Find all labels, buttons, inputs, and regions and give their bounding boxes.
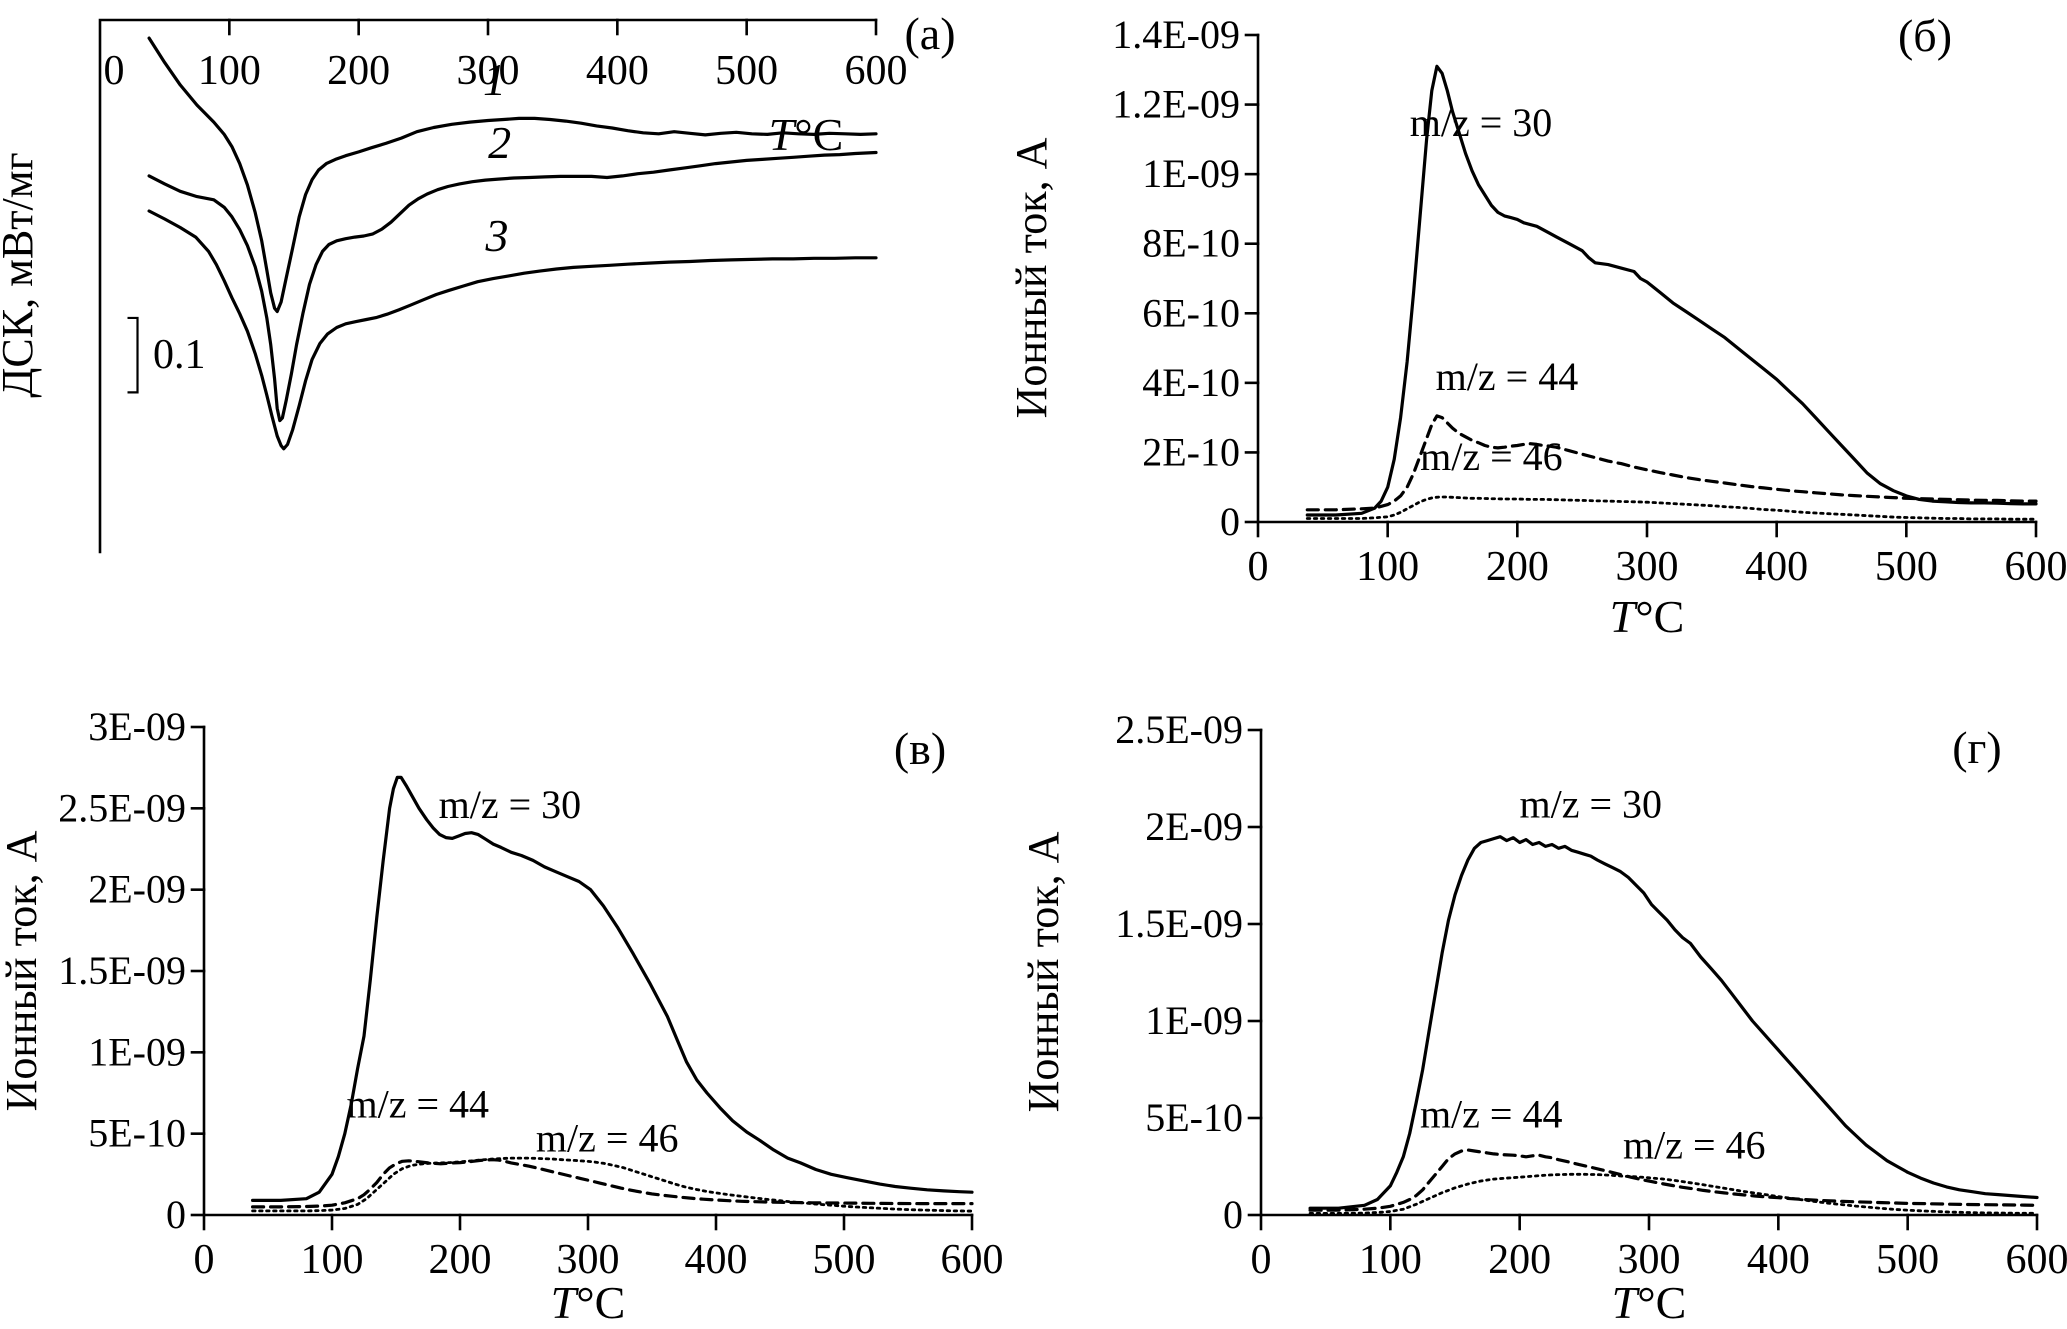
panel-tag: (a) <box>904 8 955 59</box>
series-label: 2 <box>488 117 511 168</box>
panel-tag: (г) <box>1952 722 2002 773</box>
x-tick-label: 200 <box>1486 544 1549 590</box>
x-tick-label: 600 <box>2006 1237 2067 1283</box>
x-tick-label: 600 <box>941 1237 1004 1283</box>
series-label: m/z = 30 <box>439 782 582 827</box>
panel-tag: (б) <box>1898 10 1952 61</box>
y-tick-label: 1.4E-09 <box>1112 12 1240 57</box>
series-label: m/z = 30 <box>1410 100 1553 145</box>
x-tick-label: 500 <box>1876 1237 1939 1283</box>
y-axis-title: Ионный ток, А <box>1019 831 1068 1112</box>
series-label: m/z = 44 <box>346 1081 489 1126</box>
y-tick-label: 6E-10 <box>1142 290 1240 335</box>
x-tick-label: 400 <box>1745 544 1808 590</box>
x-tick-label: 300 <box>1616 544 1679 590</box>
x-tick-label: 600 <box>2005 544 2067 590</box>
x-tick-label: 400 <box>685 1237 748 1283</box>
series-label: m/z = 44 <box>1420 1092 1563 1137</box>
series-label: m/z = 44 <box>1436 354 1579 399</box>
y-tick-label: 3E-09 <box>88 704 186 749</box>
y-tick-label: 1E-09 <box>1145 998 1243 1043</box>
series-label: 3 <box>485 210 509 261</box>
x-tick-label: 0 <box>194 1237 215 1283</box>
y-tick-label: 1.2E-09 <box>1112 82 1240 127</box>
series-m-z-44 <box>253 1160 972 1207</box>
series-label: 1 <box>483 54 506 105</box>
x-tick-label: 600 <box>845 48 908 94</box>
x-tick-label: 500 <box>715 48 778 94</box>
y-tick-label: 2E-09 <box>1145 804 1243 849</box>
y-tick-label: 1E-09 <box>88 1029 186 1074</box>
series-label: m/z = 46 <box>536 1116 679 1161</box>
y-tick-label: 4E-10 <box>1142 360 1240 405</box>
y-tick-label: 2.5E-09 <box>58 785 186 830</box>
x-tick-label: 100 <box>1359 1237 1422 1283</box>
x-tick-label: 100 <box>198 48 261 94</box>
y-tick-label: 1.5E-09 <box>1115 901 1243 946</box>
y-tick-label: 2.5E-09 <box>1115 707 1243 752</box>
x-tick-label: 400 <box>586 48 649 94</box>
y-tick-label: 5E-10 <box>1145 1095 1243 1140</box>
y-tick-label: 5E-10 <box>88 1111 186 1156</box>
x-tick-label: 200 <box>327 48 390 94</box>
y-tick-label: 1E-09 <box>1142 151 1240 196</box>
series-label: m/z = 46 <box>1623 1123 1766 1168</box>
x-tick-label: 400 <box>1747 1237 1810 1283</box>
x-axis-title: T°C <box>1612 1277 1687 1324</box>
series-label: m/z = 30 <box>1520 781 1663 826</box>
y-tick-label: 2E-10 <box>1142 429 1240 474</box>
series-label: m/z = 46 <box>1420 434 1563 479</box>
series-3 <box>149 211 876 449</box>
scale-bar <box>128 318 138 392</box>
x-tick-label: 200 <box>1488 1237 1551 1283</box>
scale-bar-label: 0.1 <box>153 332 206 378</box>
y-tick-label: 0 <box>1223 1192 1243 1237</box>
axes <box>1258 35 2036 522</box>
y-axis-title: Ионный ток, А <box>0 830 46 1111</box>
x-tick-label: 100 <box>301 1237 364 1283</box>
x-tick-label: 500 <box>813 1237 876 1283</box>
x-tick-label: 200 <box>429 1237 492 1283</box>
series-2 <box>149 153 876 421</box>
x-tick-label: 100 <box>1356 544 1419 590</box>
y-axis-title: Ионный ток, А <box>1007 137 1056 418</box>
panel-b: 0 100 200 300 400 500 600 0 2E-10 4E-10 6E-10 8E-10… <box>1007 10 2067 642</box>
y-tick-label: 1.5E-09 <box>58 948 186 993</box>
y-axis-title: ДСК, мВт/мг <box>0 152 42 397</box>
y-tick-label: 8E-10 <box>1142 221 1240 266</box>
x-axis-title: T°C <box>551 1277 626 1324</box>
x-tick-label: 0 <box>104 48 125 94</box>
x-tick-label: 0 <box>1251 1237 1272 1283</box>
series-m-z-44 <box>1307 416 2036 510</box>
y-tick-label: 0 <box>1220 499 1240 544</box>
y-tick-label: 2E-09 <box>88 867 186 912</box>
panel-tag: (в) <box>894 723 946 774</box>
y-tick-label: 0 <box>166 1192 186 1237</box>
x-tick-label: 0 <box>1248 544 1269 590</box>
x-axis-title: T°C <box>1610 591 1685 642</box>
x-tick-label: 500 <box>1875 544 1938 590</box>
